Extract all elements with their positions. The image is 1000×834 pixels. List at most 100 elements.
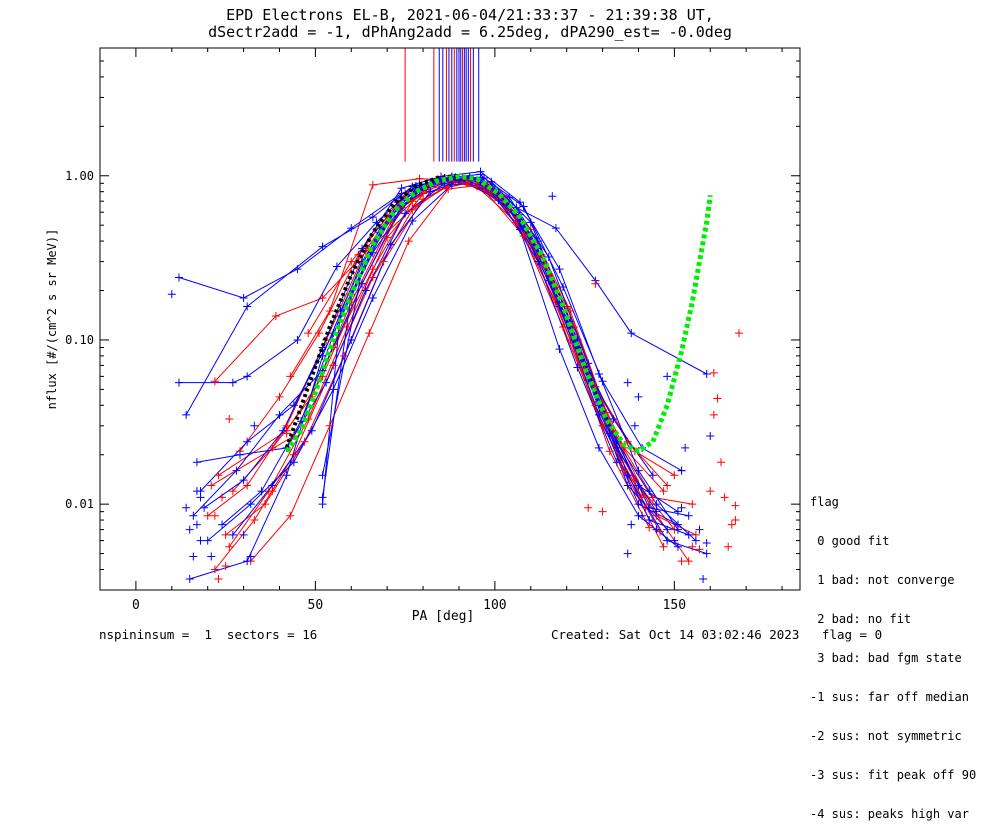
scatter-point: [630, 421, 639, 430]
data-point: [203, 511, 212, 520]
data-point: [174, 273, 183, 282]
data-point: [411, 201, 420, 210]
data-point: [555, 265, 564, 274]
scatter-point: [221, 562, 230, 571]
data-point: [598, 421, 607, 430]
data-point: [203, 536, 212, 545]
data-point: [630, 476, 639, 485]
data-point: [239, 476, 248, 485]
data-point: [368, 213, 377, 222]
data-point: [645, 516, 654, 525]
scatter-point: [652, 525, 661, 534]
data-point: [236, 450, 244, 459]
data-point: [480, 185, 489, 194]
footer-right: Created: Sat Oct 14 03:02:46 2023 flag =…: [551, 627, 883, 642]
data-point: [286, 511, 295, 520]
data-point: [318, 471, 327, 480]
scatter-point: [282, 429, 291, 438]
data-point: [612, 458, 621, 467]
x-tick-label: 0: [132, 598, 140, 613]
data-point: [386, 240, 395, 249]
data-point: [663, 481, 672, 490]
data-point: [243, 372, 252, 381]
legend-item: 1 bad: not converge: [810, 573, 955, 587]
data-point: [476, 167, 485, 176]
fit-layer: [284, 173, 713, 455]
data-point: [325, 307, 334, 316]
data-point: [645, 503, 654, 512]
data-point: [228, 487, 237, 496]
data-point: [444, 185, 453, 194]
scatter-point: [695, 525, 704, 534]
data-point: [401, 209, 410, 218]
fit-curve-black: [284, 173, 460, 449]
data-point: [347, 224, 356, 233]
data-point: [526, 218, 535, 227]
data-point: [397, 184, 406, 193]
data-point: [673, 542, 682, 551]
data-point: [340, 351, 349, 360]
data-point: [368, 180, 377, 189]
scatter-point: [727, 520, 736, 529]
chart-subtitle: dSectr2add = -1, dPhAng2add = 6.25deg, d…: [208, 23, 732, 41]
data-point: [555, 345, 564, 354]
data-point: [519, 202, 528, 211]
data-point: [620, 466, 629, 475]
data-point: [250, 516, 259, 525]
data-point: [505, 193, 514, 202]
data-point: [652, 500, 661, 509]
data-point: [182, 410, 191, 419]
scatter-point: [702, 538, 711, 547]
data-point: [691, 536, 700, 545]
data-point: [598, 377, 607, 386]
scatter-point: [182, 503, 191, 512]
flag-legend: flag 0 good fit 1 bad: not converge 2 ba…: [810, 470, 976, 834]
scatter-point: [731, 501, 740, 510]
data-point: [221, 530, 230, 539]
chart-canvas: 0 50 100 150 0.01 0.10 1.00 PA [deg] nflux [#/(c…: [45, 47, 801, 624]
data-point: [329, 385, 338, 394]
series-line: [322, 177, 657, 512]
data-point: [383, 233, 392, 242]
data-point: [200, 503, 209, 512]
scatter-point: [218, 493, 227, 502]
legend-title: flag: [810, 495, 839, 509]
plot-frame: [99, 47, 801, 591]
y-tick-label: 0.10: [65, 333, 94, 347]
data-point: [663, 536, 672, 545]
legend-item: -4 sus: peaks high var: [810, 807, 969, 821]
data-point: [318, 500, 327, 509]
data-point: [261, 500, 270, 509]
data-point: [275, 410, 284, 419]
data-point: [379, 257, 388, 266]
scatter-point: [688, 542, 697, 551]
axes-layer: 0 50 100 150 0.01 0.10 1.00 PA [deg] nflux [#/(c…: [45, 47, 801, 624]
footer-left: nspininsum = 1 sectors = 16: [99, 627, 318, 642]
marker-layer: [167, 167, 743, 584]
scatter-point: [192, 487, 201, 496]
scatter-point: [713, 394, 722, 403]
data-point: [304, 329, 313, 338]
series-layer: [178, 48, 707, 580]
scatter-point: [677, 466, 686, 475]
data-point: [210, 565, 219, 574]
legend-item: 0 good fit: [810, 534, 890, 548]
scatter-point: [207, 552, 216, 561]
data-point: [243, 557, 252, 566]
scatter-point: [677, 557, 686, 566]
data-point: [544, 253, 553, 262]
scatter-point: [638, 511, 647, 520]
x-axis-label: PA [deg]: [412, 609, 475, 624]
data-point: [656, 527, 664, 536]
x-tick-label: 50: [308, 598, 324, 613]
data-point: [243, 302, 252, 311]
scatter-point: [214, 575, 223, 584]
data-point: [605, 429, 614, 438]
scatter-point: [720, 493, 729, 502]
series-line: [307, 182, 664, 492]
data-point: [516, 225, 524, 234]
data-point: [332, 262, 341, 271]
data-point: [329, 361, 338, 370]
scatter-point: [250, 421, 259, 430]
data-point: [246, 500, 255, 509]
